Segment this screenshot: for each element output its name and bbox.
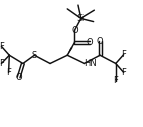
Polygon shape [67,48,73,55]
Text: S: S [32,51,37,60]
Text: F: F [6,68,11,77]
Text: Si: Si [77,14,85,23]
Text: O: O [15,73,22,82]
Text: F: F [113,76,118,85]
Text: F: F [121,50,126,59]
Text: F: F [0,59,4,68]
Text: F: F [121,68,126,77]
Text: HN: HN [84,59,97,68]
Text: F: F [0,42,4,51]
Text: O: O [71,26,78,35]
Text: O: O [97,37,103,46]
Text: O: O [87,38,93,47]
